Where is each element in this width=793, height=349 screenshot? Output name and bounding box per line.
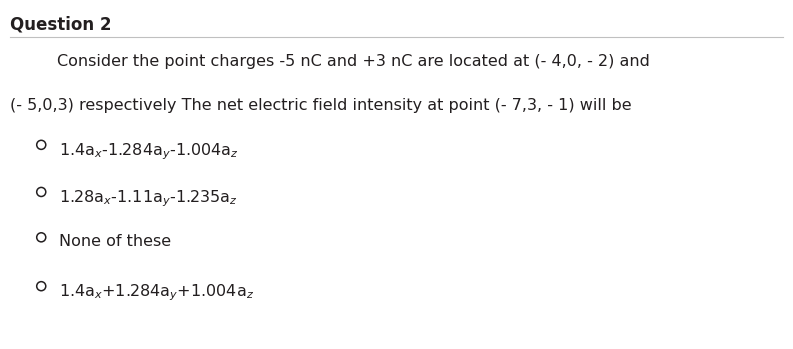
Text: 1.28a$_x$-1.11a$_y$-1.235a$_z$: 1.28a$_x$-1.11a$_y$-1.235a$_z$ (59, 188, 239, 209)
Text: Question 2: Question 2 (10, 16, 111, 34)
Text: Consider the point charges -5 nC and +3 nC are located at (- 4,0, - 2) and: Consider the point charges -5 nC and +3 … (57, 54, 650, 69)
Text: 1.4a$_x$+1.284a$_y$+1.004a$_z$: 1.4a$_x$+1.284a$_y$+1.004a$_z$ (59, 283, 255, 303)
Text: 1.4a$_x$-1.284a$_y$-1.004a$_z$: 1.4a$_x$-1.284a$_y$-1.004a$_z$ (59, 141, 239, 162)
Text: (- 5,0,3) respectively The net electric field intensity at point (- 7,3, - 1) wi: (- 5,0,3) respectively The net electric … (10, 98, 631, 113)
Text: None of these: None of these (59, 234, 171, 249)
